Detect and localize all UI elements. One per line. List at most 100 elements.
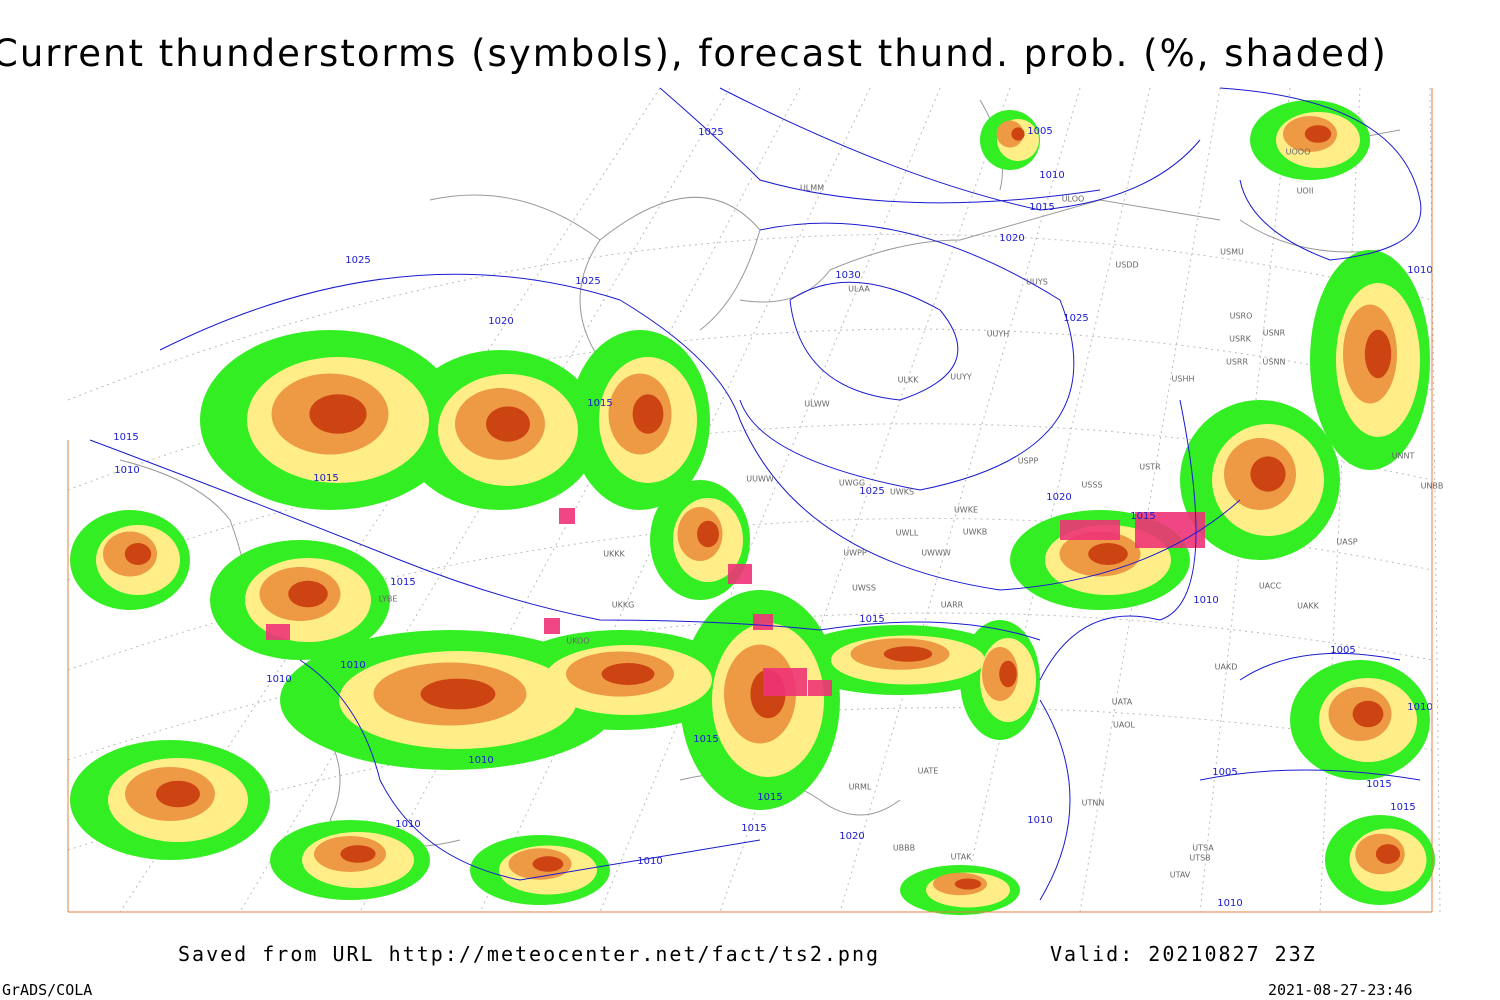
station-label: UUYS [1026,278,1048,287]
shaded-area [486,406,530,442]
shaded-area [697,520,719,548]
shaded-area [601,663,655,685]
station-label: USRK [1229,335,1251,344]
station-label: USSS [1081,481,1102,490]
shaded-area [1375,844,1401,864]
isobar-label: 1005 [1212,767,1237,778]
storm-symbol [266,624,290,640]
meridian [1079,87,1221,913]
isobar-label: 1010 [1407,702,1432,713]
storm-symbol [1135,512,1205,548]
source-url: Saved from URL http://meteocenter.net/fa… [178,942,880,966]
isobar-label: 1015 [1390,802,1415,813]
station-label: USNR [1263,329,1286,338]
storm-symbol [728,564,752,584]
station-label: USRR [1226,358,1248,367]
isobar-label: 1010 [1027,815,1052,826]
isobar-label: 1010 [114,465,139,476]
isobar-label: 1010 [1217,898,1242,909]
station-label: USHH [1172,375,1195,384]
station-label: ULMM [800,184,824,193]
isobar-label: 1015 [859,614,884,625]
station-label: UACC [1259,582,1282,591]
isobar [1199,769,1421,781]
timestamp: 2021-08-27-23:46 [1268,981,1413,999]
isobar-label: 1010 [637,856,662,867]
station-label: USPP [1018,457,1039,466]
meridian [239,87,731,913]
shaded-area [1352,700,1384,728]
isobar-label: 1010 [395,819,420,830]
isobar-label: 1010 [266,674,291,685]
shaded-area [883,646,933,662]
station-label: UAKD [1215,663,1238,672]
isobar-label: 1005 [1027,126,1052,137]
isobar-label: 1015 [390,577,415,588]
isobar [89,439,1041,641]
station-label: UKKK [603,550,625,559]
isobar-label: 1025 [698,127,723,138]
station-label: UARR [941,601,964,610]
isobar [159,273,1241,591]
station-label: UAKK [1297,602,1320,611]
shaded-area [420,678,496,710]
isobar-label: 1010 [1193,595,1218,606]
station-label: UBBB [893,844,915,853]
shaded-area [1304,125,1332,143]
meridian [839,87,1081,913]
station-label: UATA [1112,698,1133,707]
isobar-label: 1010 [340,660,365,671]
isobar-label: 1015 [313,473,338,484]
storm-symbol [753,614,773,630]
shaded-area [632,394,664,434]
isobar-label: 1020 [488,316,513,327]
isobar-label: 1025 [859,486,884,497]
station-label: ULOO [1062,195,1085,204]
title: Current thunderstorms (symbols), forecas… [0,32,1388,75]
shaded-area [309,394,367,434]
station-label: UWKE [954,506,978,515]
isobar [1039,699,1071,901]
isobar [1039,399,1197,681]
station-label: UAOL [1113,721,1135,730]
software: GrADS/COLA [2,981,92,999]
isobar [789,281,959,401]
storm-symbol [559,508,575,524]
isobar-label: 1015 [587,398,612,409]
station-label: UTAV [1170,871,1191,880]
station-label: UWLL [896,529,919,538]
coastline [739,199,1221,303]
station-label: UATE [918,767,939,776]
station-label: UUWW [746,475,774,484]
station-label: ULWW [804,400,829,409]
shaded-area [1088,543,1128,565]
station-label: UNNT [1392,452,1415,461]
station-label: URML [849,783,872,792]
storm-symbol [763,668,807,696]
meridian [599,87,941,913]
isobar-label: 1020 [839,831,864,842]
isobar [1219,87,1422,261]
parallel [67,233,1433,401]
station-label: UWKS [890,488,914,497]
shaded-area [1364,329,1392,379]
isobar-label: 1010 [1039,170,1064,181]
labels: 1025 1005 1010 1015 1020 1025 1025 1030 1025 1020… [113,126,1443,909]
isobar-label: 1015 [741,823,766,834]
probability-shading [70,100,1435,915]
isobar-label: 1025 [345,255,370,266]
station-label: UTSA [1192,844,1214,853]
storm-symbols [266,508,1205,696]
valid-time: Valid: 20210827 23Z [1050,942,1317,966]
isobar-label: 1005 [1330,645,1355,656]
station-label: UWWW [921,549,951,558]
shaded-area [124,543,152,565]
isobar [299,659,761,881]
isobar-label: 1015 [1130,511,1155,522]
shaded-area [999,660,1017,688]
station-label: UKKG [612,601,635,610]
isobar [719,87,1201,211]
station-label: LYBE [379,595,398,604]
isobar-label: 1025 [1063,313,1088,324]
